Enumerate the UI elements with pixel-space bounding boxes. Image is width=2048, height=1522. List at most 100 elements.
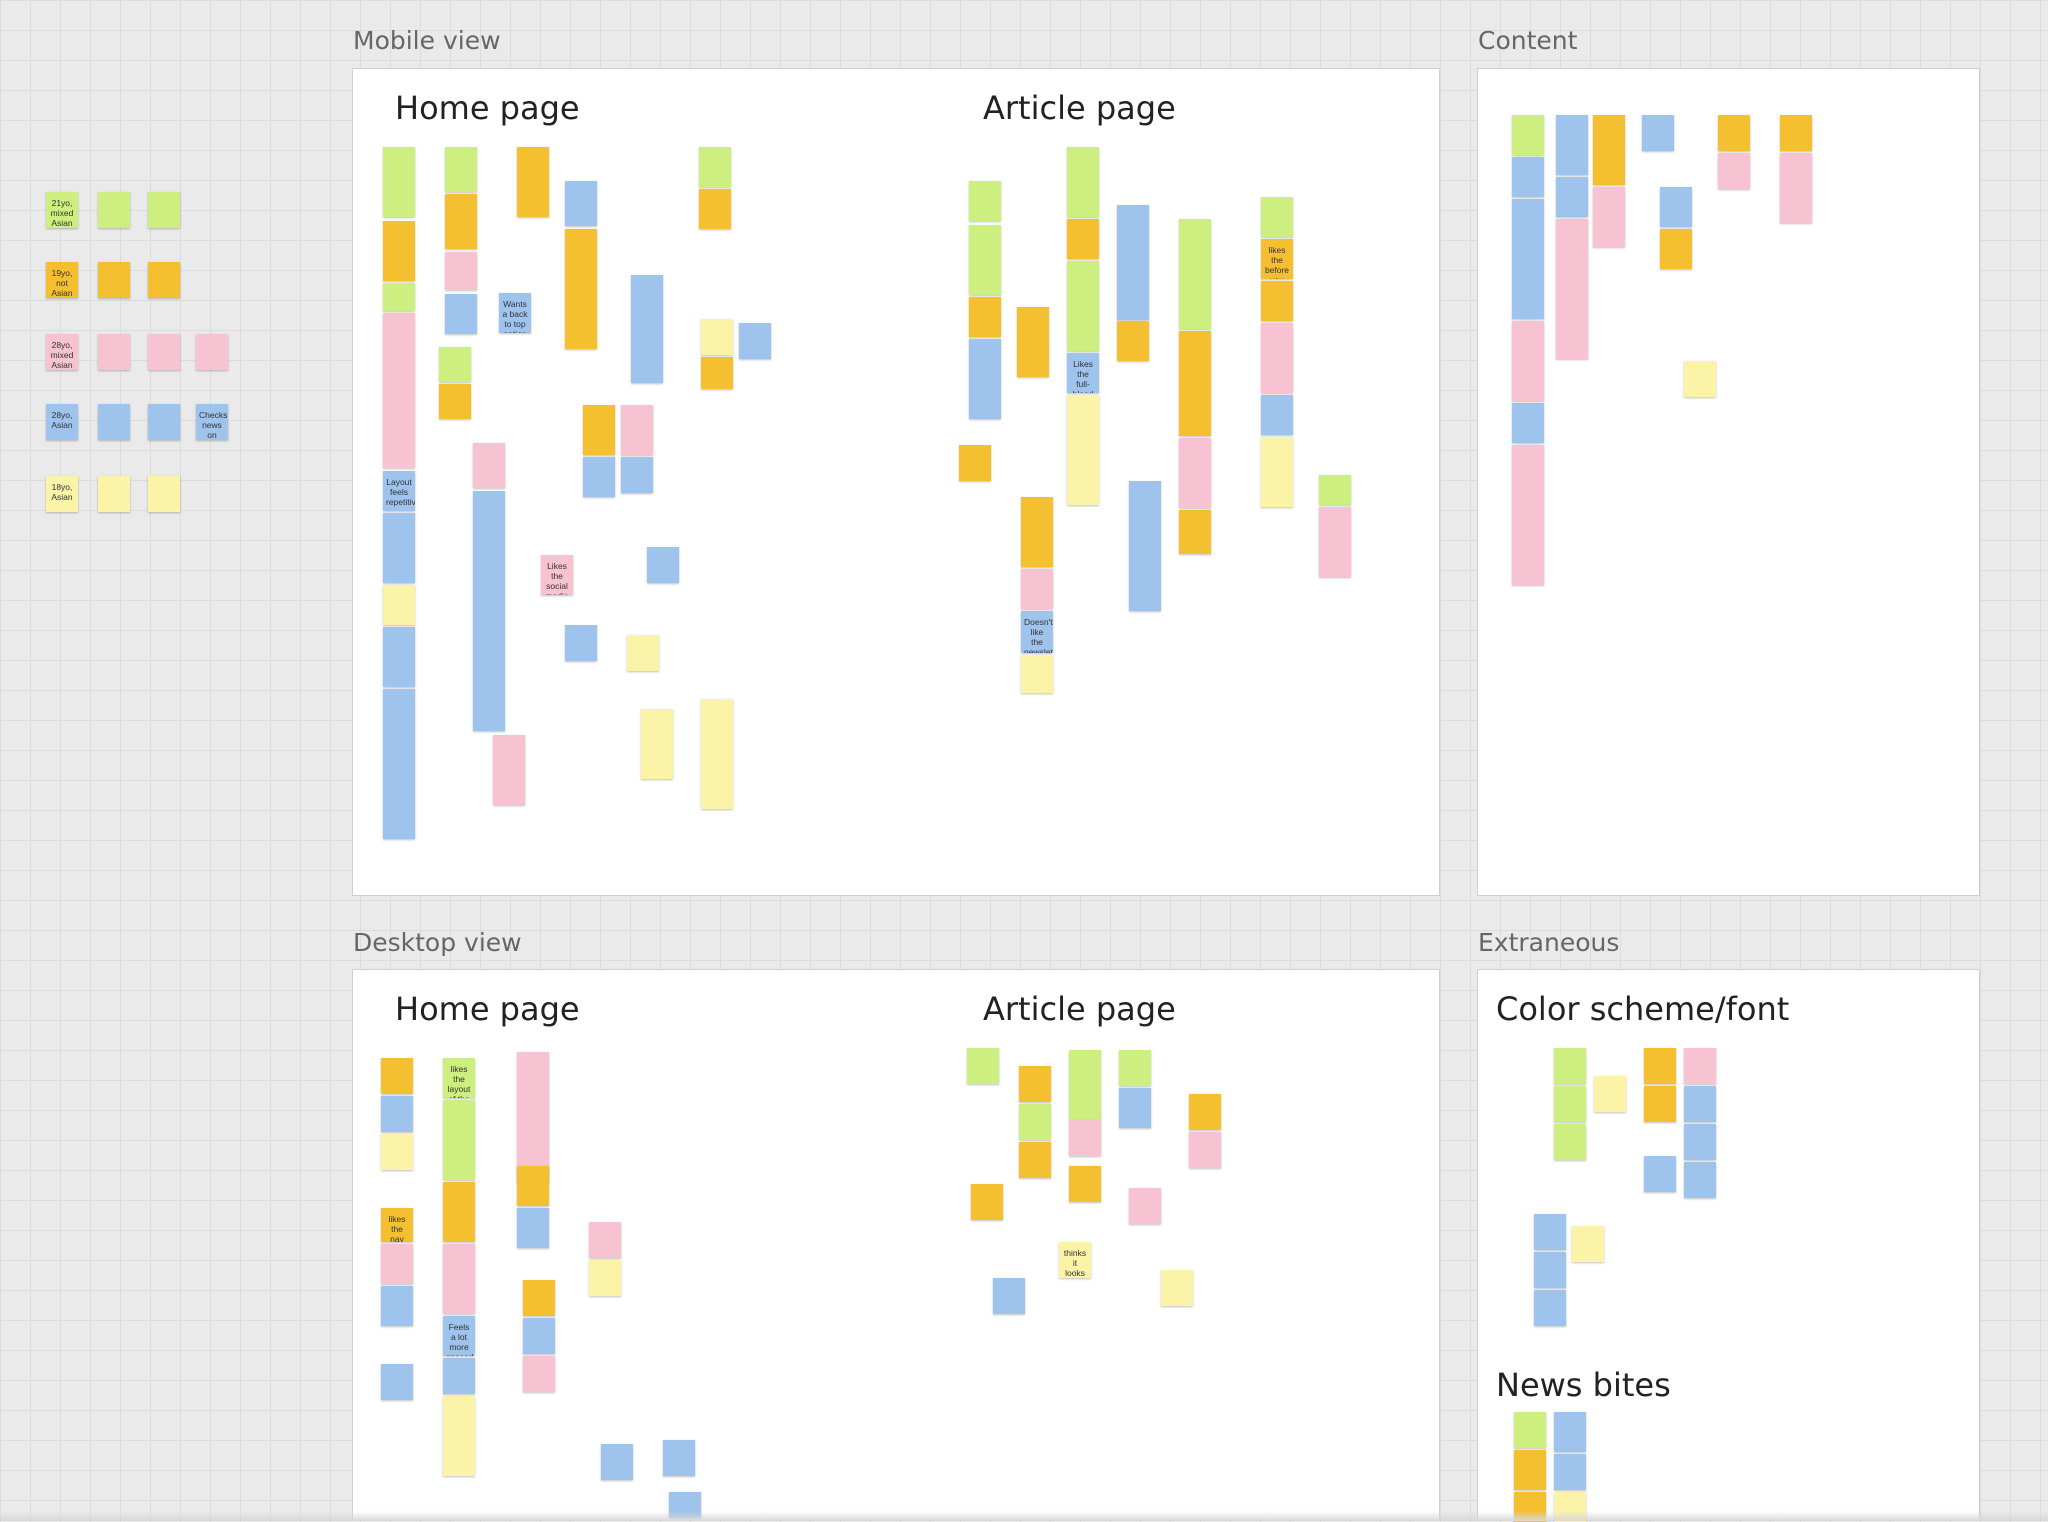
sticky-note[interactable]	[383, 627, 415, 687]
sticky-note[interactable]	[1119, 1088, 1151, 1128]
sticky-note[interactable]	[1644, 1048, 1676, 1084]
sticky-note[interactable]	[1017, 307, 1049, 377]
thinks-fine-sticky[interactable]: thinks it looks fine	[1059, 1242, 1091, 1278]
sticky-note[interactable]	[1161, 1270, 1193, 1306]
sticky-note[interactable]	[445, 252, 477, 290]
sticky-note[interactable]	[1514, 1412, 1546, 1448]
sticky-note[interactable]	[1021, 655, 1053, 693]
sticky-note[interactable]	[1514, 1450, 1546, 1490]
sticky-note[interactable]	[98, 334, 130, 370]
sticky-note[interactable]	[517, 147, 549, 217]
sticky-note[interactable]	[621, 405, 653, 455]
sticky-note[interactable]	[383, 513, 415, 583]
sticky-note[interactable]	[148, 192, 180, 228]
sticky-note[interactable]	[1642, 115, 1674, 151]
likes-nav-bar-sticky[interactable]: likes the nav bar	[381, 1208, 413, 1242]
sticky-note[interactable]	[627, 635, 659, 671]
persona-sticky-2[interactable]: 19yo, not Asian	[46, 262, 78, 298]
sticky-note[interactable]	[98, 404, 130, 440]
sticky-note[interactable]	[589, 1222, 621, 1258]
desktop-view-frame[interactable]: Home page Article page likes the nav bar…	[352, 969, 1440, 1521]
sticky-note[interactable]	[523, 1318, 555, 1354]
back-to-top-sticky[interactable]: Wants a back to top option	[499, 293, 531, 333]
sticky-note[interactable]	[1319, 507, 1351, 577]
sticky-note[interactable]	[443, 1396, 475, 1476]
sticky-note[interactable]	[98, 192, 130, 228]
sticky-note[interactable]	[1554, 1048, 1586, 1084]
sticky-note[interactable]	[1179, 219, 1211, 329]
sticky-note[interactable]	[381, 1096, 413, 1132]
sticky-note[interactable]	[1718, 153, 1750, 189]
sticky-note[interactable]	[523, 1356, 555, 1392]
sticky-note[interactable]	[1067, 147, 1099, 217]
sticky-note[interactable]	[739, 323, 771, 359]
sticky-note[interactable]	[1021, 497, 1053, 567]
sticky-note[interactable]	[565, 181, 597, 226]
sticky-note[interactable]	[381, 1364, 413, 1400]
sticky-note[interactable]	[1554, 1454, 1586, 1490]
sticky-note[interactable]	[493, 735, 525, 805]
sticky-note[interactable]	[1512, 403, 1544, 443]
sticky-note[interactable]	[381, 1286, 413, 1326]
sticky-note[interactable]	[1067, 219, 1099, 259]
sticky-note[interactable]	[148, 262, 180, 298]
sticky-note[interactable]	[148, 476, 180, 512]
sticky-note[interactable]	[1069, 1050, 1101, 1120]
sticky-note[interactable]	[1556, 115, 1588, 175]
sticky-note[interactable]	[1684, 1124, 1716, 1160]
sticky-note[interactable]	[517, 1052, 549, 1182]
sticky-note[interactable]	[1534, 1290, 1566, 1326]
sticky-note[interactable]	[1718, 115, 1750, 151]
layout-repetitive-sticky[interactable]: Layout feels repetitive	[383, 471, 415, 511]
sticky-note[interactable]	[443, 1100, 475, 1180]
sticky-note[interactable]	[1179, 331, 1211, 436]
persona-sticky-3[interactable]: 28yo, mixed Asian	[46, 334, 78, 370]
sticky-note[interactable]	[1319, 475, 1351, 505]
sticky-note[interactable]	[1534, 1214, 1566, 1250]
sticky-note[interactable]	[1644, 1156, 1676, 1192]
sticky-note[interactable]	[439, 384, 471, 419]
sticky-note[interactable]	[1261, 197, 1293, 237]
sticky-note[interactable]	[1556, 219, 1588, 359]
sticky-note[interactable]	[969, 181, 1001, 221]
sticky-note[interactable]	[1554, 1412, 1586, 1452]
sticky-note[interactable]	[473, 491, 505, 731]
content-frame[interactable]	[1477, 68, 1980, 896]
sticky-note[interactable]	[969, 297, 1001, 337]
sticky-note[interactable]	[148, 404, 180, 440]
sticky-note[interactable]	[383, 147, 415, 217]
sticky-note[interactable]	[439, 347, 471, 382]
sticky-note[interactable]	[1554, 1124, 1586, 1160]
sticky-note[interactable]	[148, 334, 180, 370]
sticky-note[interactable]	[445, 147, 477, 192]
sticky-note[interactable]	[699, 189, 731, 229]
sticky-note[interactable]	[1179, 438, 1211, 508]
sticky-note[interactable]	[196, 334, 228, 370]
sticky-note[interactable]	[583, 457, 615, 497]
sticky-note[interactable]	[565, 229, 597, 349]
sticky-note[interactable]	[383, 689, 415, 839]
sticky-note[interactable]	[1117, 321, 1149, 361]
sticky-note[interactable]	[383, 221, 415, 281]
sticky-note[interactable]	[1660, 229, 1692, 269]
sticky-note[interactable]	[1512, 115, 1544, 155]
sticky-note[interactable]	[601, 1444, 633, 1480]
sticky-note[interactable]	[445, 194, 477, 249]
sticky-note[interactable]	[523, 1280, 555, 1316]
sticky-note[interactable]	[473, 443, 505, 488]
sticky-note[interactable]	[1261, 281, 1293, 321]
persona-sticky-5[interactable]: 18yo, Asian	[46, 476, 78, 512]
sticky-note[interactable]	[1117, 205, 1149, 320]
sticky-note[interactable]	[98, 262, 130, 298]
sticky-note[interactable]	[517, 1166, 549, 1206]
sticky-note[interactable]	[1119, 1050, 1151, 1086]
sticky-note[interactable]	[1593, 187, 1625, 247]
mobile-view-frame[interactable]: Home page Article page Layout feels repe…	[352, 68, 1440, 896]
sticky-note[interactable]	[1780, 153, 1812, 223]
sticky-note[interactable]	[583, 405, 615, 455]
before-you-read-sticky[interactable]: likes the before you read section	[1261, 239, 1293, 279]
sticky-note[interactable]	[641, 709, 673, 779]
extraneous-frame[interactable]: Color scheme/font News bites	[1477, 969, 1980, 1522]
persona-sticky-4[interactable]: 28yo, Asian	[46, 404, 78, 440]
sticky-note[interactable]	[1572, 1226, 1604, 1262]
